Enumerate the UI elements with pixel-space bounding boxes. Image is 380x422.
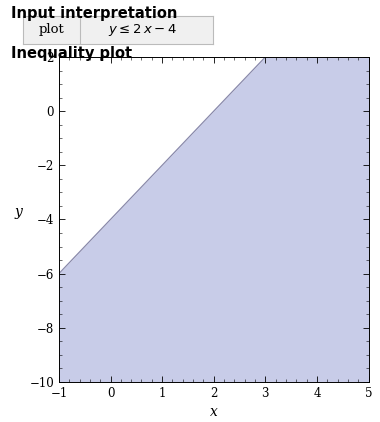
Text: $y \leq 2\,x - 4$: $y \leq 2\,x - 4$	[108, 22, 177, 38]
Text: plot: plot	[38, 24, 64, 36]
Y-axis label: y: y	[14, 206, 22, 219]
X-axis label: x: x	[210, 405, 218, 419]
Text: Input interpretation: Input interpretation	[11, 6, 178, 22]
Text: Inequality plot: Inequality plot	[11, 46, 133, 62]
